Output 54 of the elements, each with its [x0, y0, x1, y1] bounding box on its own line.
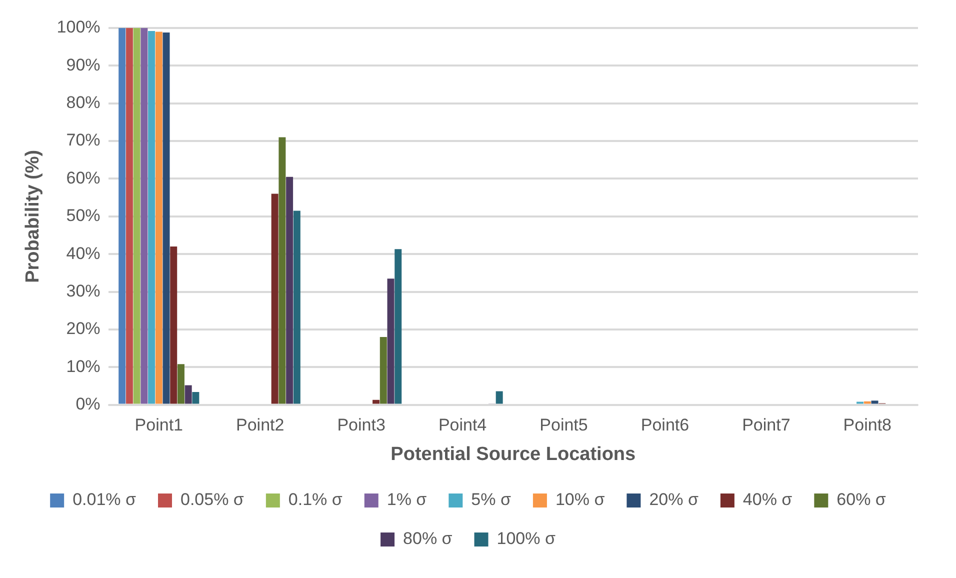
x-axis-title: Potential Source Locations: [390, 444, 636, 465]
y-tick-label: 70%: [66, 130, 100, 150]
x-tick-label: Point1: [134, 416, 183, 435]
legend-label: 5% σ: [471, 490, 512, 510]
legend-label: 10% σ: [555, 490, 606, 510]
y-tick-label: 10%: [66, 356, 100, 376]
bar: [155, 32, 162, 404]
legend-label: 0.1% σ: [288, 490, 343, 510]
bar: [278, 137, 286, 404]
bar: [372, 400, 380, 404]
y-tick-label: 90%: [66, 55, 100, 74]
bar: [496, 391, 503, 404]
legend-label: 20% σ: [649, 490, 699, 510]
bar: [380, 336, 387, 404]
x-tick-label: Point5: [540, 416, 588, 435]
legend-label: 60% σ: [836, 490, 886, 510]
legend-label: 1% σ: [386, 490, 428, 510]
bar: [148, 31, 156, 404]
y-tick-label: 0%: [76, 394, 100, 414]
legend-label: 40% σ: [742, 490, 793, 510]
x-tick-label: Point6: [640, 416, 690, 435]
x-tick-label: Point7: [742, 416, 790, 435]
bar: [126, 28, 133, 404]
x-tick-label: Point4: [438, 416, 487, 435]
bar: [140, 28, 148, 404]
y-tick-label: 30%: [66, 281, 100, 300]
x-tick-label: Point8: [843, 416, 892, 435]
legend-label: 80% σ: [403, 529, 453, 548]
x-tick-label: Point2: [236, 416, 284, 435]
bar: [170, 246, 178, 404]
bar: [271, 194, 278, 404]
y-tick-label: 80%: [66, 93, 100, 112]
bar: [864, 401, 871, 404]
bar: [133, 28, 140, 404]
legend-label: 100% σ: [496, 529, 556, 548]
bar: [177, 364, 184, 404]
bar: [184, 385, 192, 404]
bar: [192, 392, 200, 404]
bar: [162, 32, 170, 404]
bar: [387, 278, 394, 404]
y-tick-label: 20%: [66, 319, 100, 338]
bar: [118, 28, 126, 404]
y-axis-title: Probability (%): [22, 150, 44, 283]
bar: [394, 249, 402, 404]
y-tick-label: 60%: [66, 168, 100, 188]
x-tick-label: Point3: [337, 416, 386, 435]
y-tick-label: 100%: [56, 18, 100, 37]
legend-label: 0.01% σ: [72, 490, 137, 510]
bar: [871, 400, 878, 404]
y-tick-label: 40%: [66, 244, 100, 263]
y-tick-label: 50%: [66, 206, 100, 226]
bar: [293, 210, 300, 404]
legend-label: 0.05% σ: [180, 490, 244, 510]
bar: [286, 176, 294, 404]
